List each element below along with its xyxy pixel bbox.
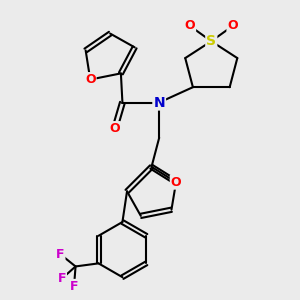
Text: S: S — [206, 34, 216, 48]
Text: N: N — [153, 95, 165, 110]
Text: O: O — [171, 176, 182, 189]
Text: F: F — [70, 280, 78, 293]
Text: O: O — [227, 20, 238, 32]
Text: F: F — [56, 248, 64, 261]
Text: O: O — [85, 73, 96, 86]
Text: O: O — [110, 122, 120, 135]
Text: O: O — [184, 20, 195, 32]
Text: F: F — [58, 272, 66, 285]
